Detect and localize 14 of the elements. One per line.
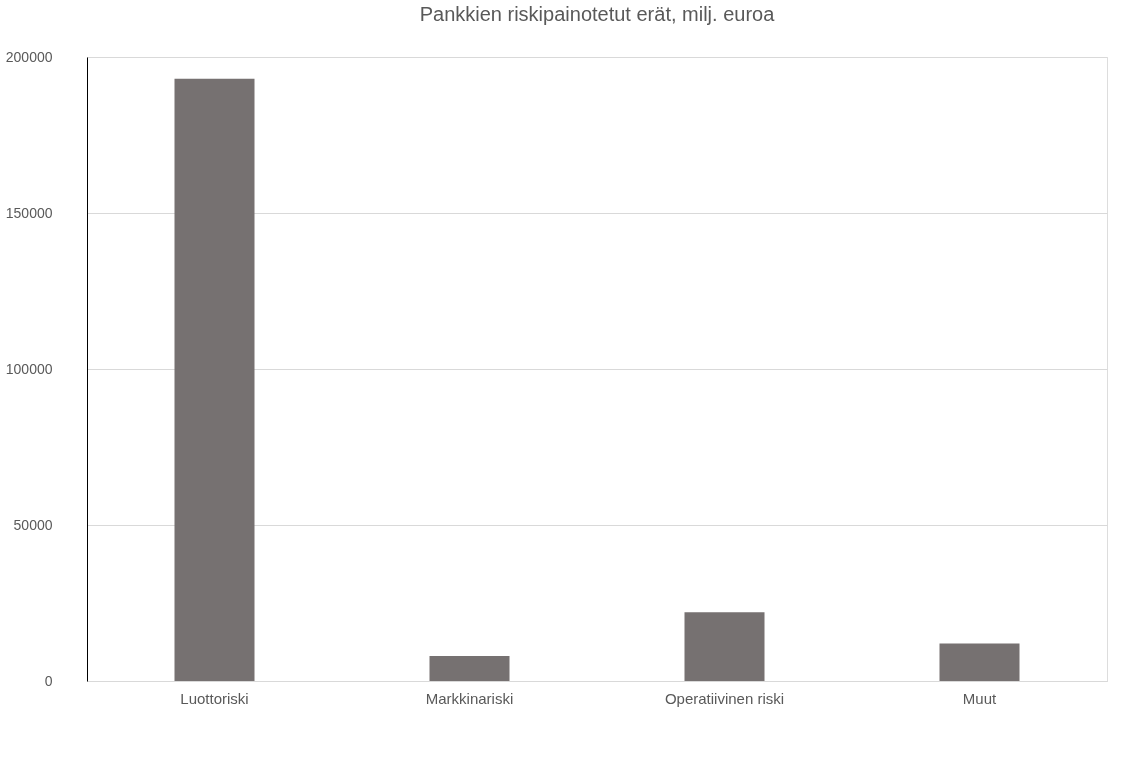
y-tick-label: 150000: [5, 204, 53, 221]
y-tick-label: 200000: [5, 48, 53, 65]
x-tick-label: Luottoriski: [180, 689, 249, 707]
y-tick-label: 50000: [13, 516, 53, 533]
bar: [174, 78, 255, 681]
x-tick-label: Muut: [962, 689, 997, 707]
x-tick-label: Markkinariski: [425, 689, 514, 707]
y-tick-label: 0: [44, 672, 53, 689]
x-tick-label: Operatiivinen riski: [664, 689, 785, 707]
chart-title: Pankkien riskipainotetut erät, milj. euroa: [419, 3, 776, 25]
bar: [684, 612, 765, 681]
y-tick-label: 100000: [5, 360, 53, 377]
bar: [939, 643, 1020, 681]
bar: [429, 656, 510, 681]
